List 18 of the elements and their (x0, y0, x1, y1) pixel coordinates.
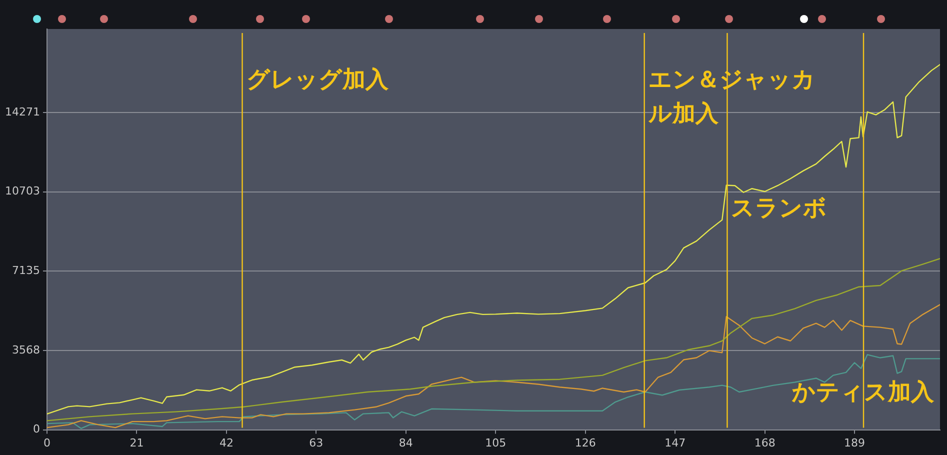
x-tick-label: 84 (398, 436, 413, 450)
x-tick-label: 147 (664, 436, 686, 450)
y-tick-label: 3568 (12, 343, 40, 356)
x-tick-label: 105 (485, 436, 506, 450)
ref-line-label: スランボ (731, 195, 828, 222)
x-tick-label: 0 (43, 436, 50, 450)
x-tick-label: 189 (844, 436, 866, 450)
x-tick-label: 42 (219, 436, 234, 450)
x-tick-label: 168 (754, 436, 776, 450)
x-tick-label: 21 (130, 436, 144, 450)
y-tick-label: 0 (32, 422, 40, 436)
x-tick-label: 63 (309, 436, 324, 450)
x-tick-label: 126 (574, 436, 596, 450)
y-tick-label: 10703 (4, 184, 40, 198)
y-tick-label: 7135 (12, 264, 40, 278)
ref-line-label: かティス加入 (791, 380, 935, 406)
ref-line-label: グレッグ加入 (246, 67, 390, 94)
y-tick-label: 14271 (4, 105, 40, 118)
